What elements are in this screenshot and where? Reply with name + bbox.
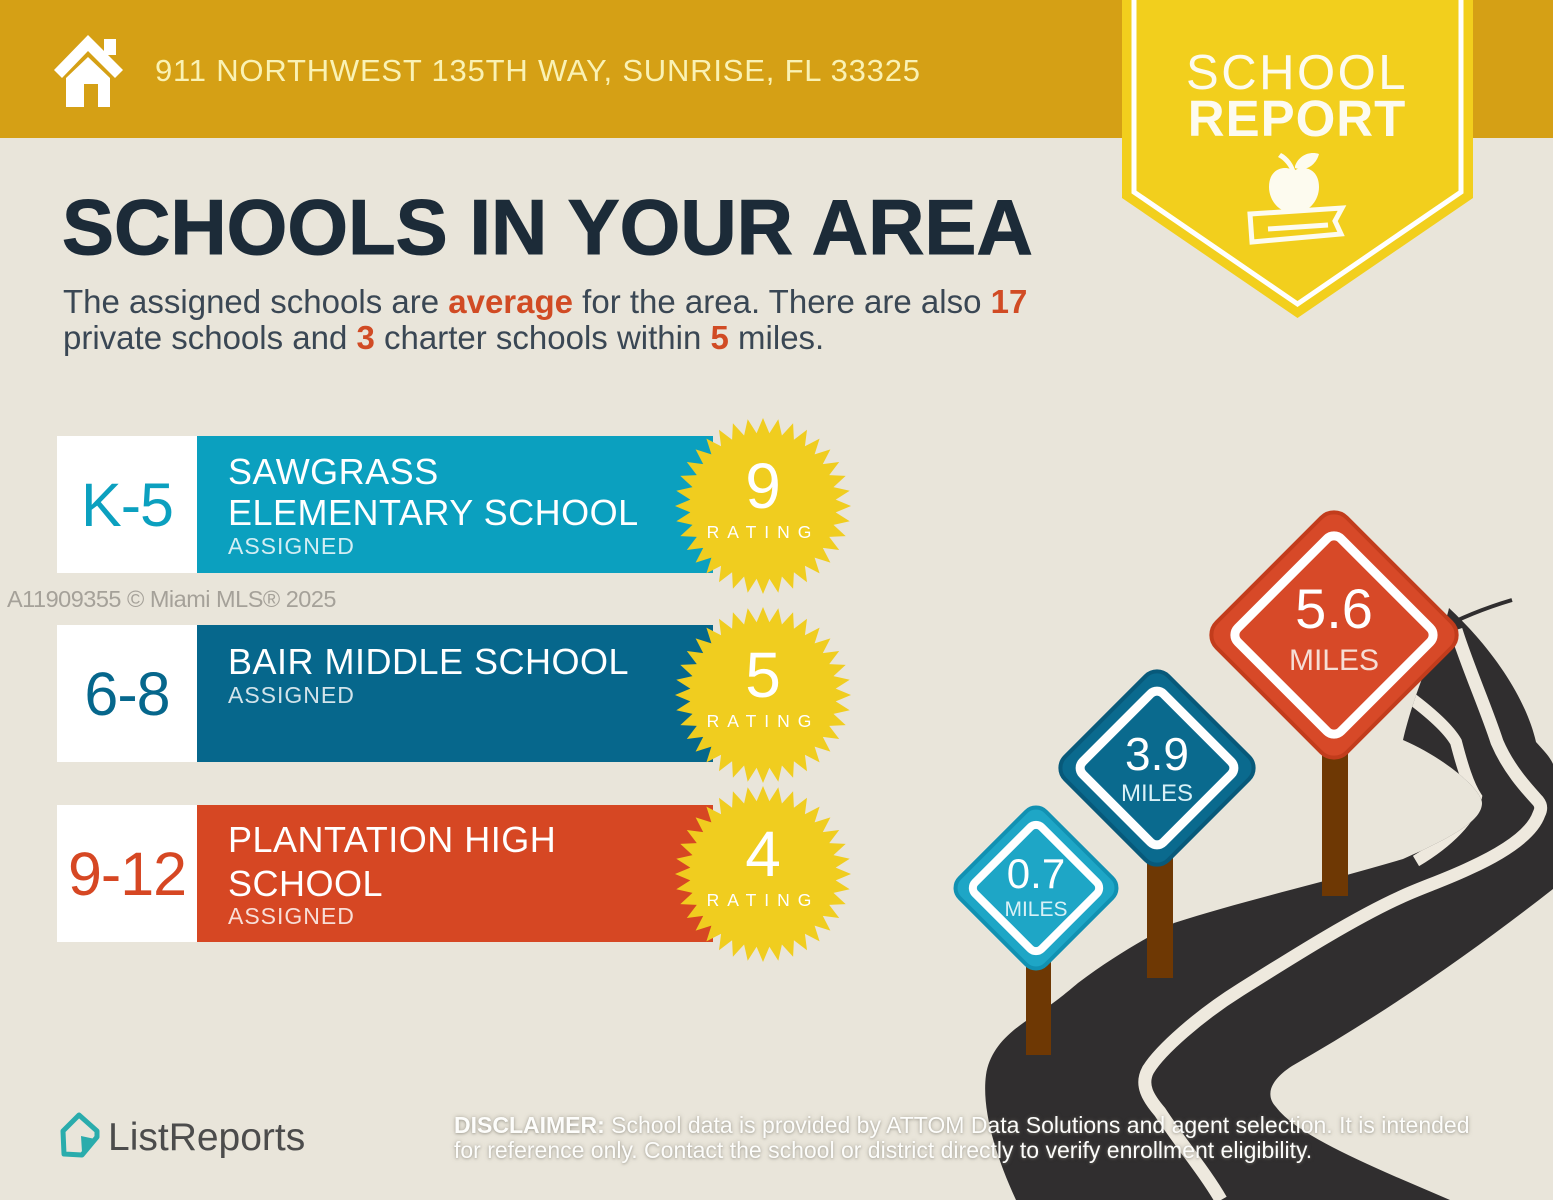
svg-text:MILES: MILES: [1121, 780, 1193, 807]
svg-text:SCHOOL: SCHOOL: [1186, 46, 1408, 100]
svg-text:5: 5: [745, 639, 781, 711]
svg-text:5.6: 5.6: [1295, 577, 1373, 640]
svg-text:MILES: MILES: [1004, 898, 1067, 921]
svg-text:3.9: 3.9: [1125, 728, 1189, 780]
svg-text:REPORT: REPORT: [1188, 90, 1407, 147]
svg-text:RATING: RATING: [707, 890, 820, 910]
svg-text:MILES: MILES: [1289, 644, 1379, 677]
svg-text:RATING: RATING: [707, 522, 820, 542]
svg-text:RATING: RATING: [707, 711, 820, 731]
svg-text:9: 9: [745, 450, 781, 522]
svg-text:4: 4: [745, 818, 781, 890]
svg-text:0.7: 0.7: [1007, 850, 1065, 897]
